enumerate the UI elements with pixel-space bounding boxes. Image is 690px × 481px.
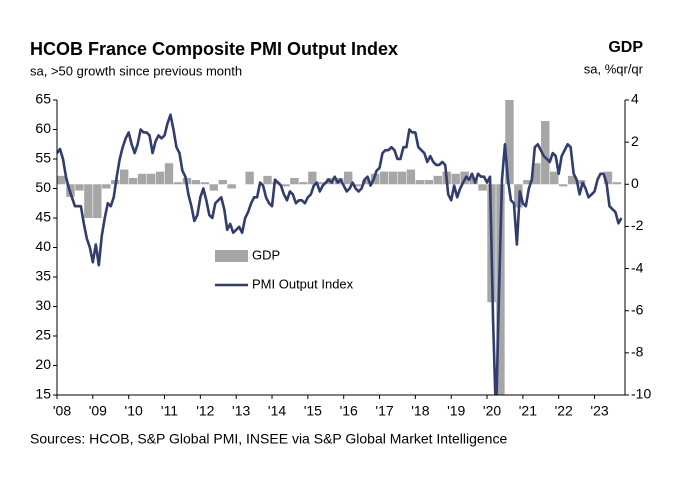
legend-swatch xyxy=(215,250,248,262)
chart-subtitle: sa, >50 growth since previous month xyxy=(30,63,242,78)
y-tick-label: 45 xyxy=(35,209,51,225)
x-tick-label: '10 xyxy=(125,403,143,419)
bar xyxy=(218,180,227,185)
x-tick-label: '15 xyxy=(304,403,322,419)
x-tick-label: '21 xyxy=(519,403,537,419)
bar xyxy=(451,173,460,185)
bar xyxy=(361,180,371,185)
bar xyxy=(75,184,84,191)
source: Sources: HCOB, S&P Global PMI, INSEE via… xyxy=(30,431,507,447)
y2-tick-label: -6 xyxy=(631,301,644,317)
bar xyxy=(433,175,442,185)
chart-title: HCOB France Composite PMI Output Index xyxy=(30,39,398,59)
bar xyxy=(290,177,299,185)
bar xyxy=(523,180,532,185)
x-tick-label: '23 xyxy=(590,403,608,419)
y-tick-label: 60 xyxy=(35,120,51,136)
bar xyxy=(352,184,362,187)
y-tick-label: 40 xyxy=(35,238,51,254)
bar xyxy=(308,171,317,185)
y2-tick-label: -10 xyxy=(631,386,651,402)
bar xyxy=(299,182,308,185)
bar xyxy=(137,173,147,185)
y-tick-label: 30 xyxy=(35,297,51,313)
bar xyxy=(57,175,66,185)
bar xyxy=(227,184,236,189)
bar xyxy=(209,184,218,191)
bar xyxy=(567,175,577,185)
x-tick-label: '12 xyxy=(196,403,214,419)
bar xyxy=(102,184,111,189)
x-tick-label: '20 xyxy=(483,403,501,419)
bar xyxy=(397,171,407,185)
bar xyxy=(379,171,389,185)
bar xyxy=(155,171,165,185)
bar xyxy=(424,180,433,185)
x-tick-label: '19 xyxy=(447,403,465,419)
y2-title: GDP xyxy=(608,39,643,56)
x-tick-label: '13 xyxy=(232,403,250,419)
y2-subtitle: sa, %qr/qr xyxy=(584,61,644,76)
bar xyxy=(603,171,613,185)
bar xyxy=(612,182,622,185)
bar xyxy=(415,180,425,185)
x-tick-label: '16 xyxy=(340,403,358,419)
bar xyxy=(478,184,487,191)
y2-tick-label: -2 xyxy=(631,217,644,233)
bar xyxy=(281,184,290,187)
y-tick-label: 55 xyxy=(35,150,51,166)
x-tick-label: '22 xyxy=(555,403,573,419)
bar xyxy=(146,173,156,185)
bar xyxy=(164,163,174,185)
bar xyxy=(343,171,353,185)
bar xyxy=(317,182,326,185)
y-tick-label: 20 xyxy=(35,356,51,372)
y-tick-label: 65 xyxy=(35,91,51,107)
bar xyxy=(263,175,272,185)
legend-label: PMI Output Index xyxy=(252,276,354,291)
bar xyxy=(119,169,129,185)
y-tick-label: 15 xyxy=(35,386,51,402)
bar xyxy=(550,171,559,185)
bar xyxy=(272,182,281,185)
x-tick-label: '14 xyxy=(268,403,286,419)
bar xyxy=(128,177,138,185)
axes: 15 20 25 30 35 40 45 50 55 60 65 -10 -8 -6 -4 -2 0 2 4 '08 '… xyxy=(35,91,651,419)
bar xyxy=(406,169,416,185)
y2-tick-label: 4 xyxy=(631,91,639,107)
y-tick-label: 35 xyxy=(35,268,51,284)
bar xyxy=(388,171,398,185)
y2-tick-label: 0 xyxy=(631,175,639,191)
x-tick-label: '08 xyxy=(53,403,71,419)
x-tick-label: '11 xyxy=(161,403,178,419)
x-tick-label: '09 xyxy=(89,403,107,419)
bar xyxy=(93,184,102,218)
bar xyxy=(576,180,586,185)
bar xyxy=(245,171,254,185)
legend: GDP PMI Output Index xyxy=(215,247,354,291)
bar xyxy=(84,184,93,218)
x-tick-label: '17 xyxy=(375,403,393,419)
bar xyxy=(200,182,210,185)
legend-label: GDP xyxy=(252,247,280,262)
bar xyxy=(541,121,550,185)
y-tick-label: 25 xyxy=(35,327,51,343)
bar xyxy=(173,182,183,185)
bar xyxy=(532,163,541,185)
y2-tick-label: 2 xyxy=(631,133,639,149)
bar xyxy=(496,184,505,395)
y-tick-label: 50 xyxy=(35,179,51,195)
y2-tick-label: -8 xyxy=(631,344,644,360)
x-tick-label: '18 xyxy=(411,403,429,419)
bar xyxy=(191,180,201,185)
y2-tick-label: -4 xyxy=(631,259,644,275)
bar xyxy=(505,100,514,185)
bar xyxy=(558,184,568,187)
line xyxy=(57,113,623,395)
line-group xyxy=(57,113,623,395)
